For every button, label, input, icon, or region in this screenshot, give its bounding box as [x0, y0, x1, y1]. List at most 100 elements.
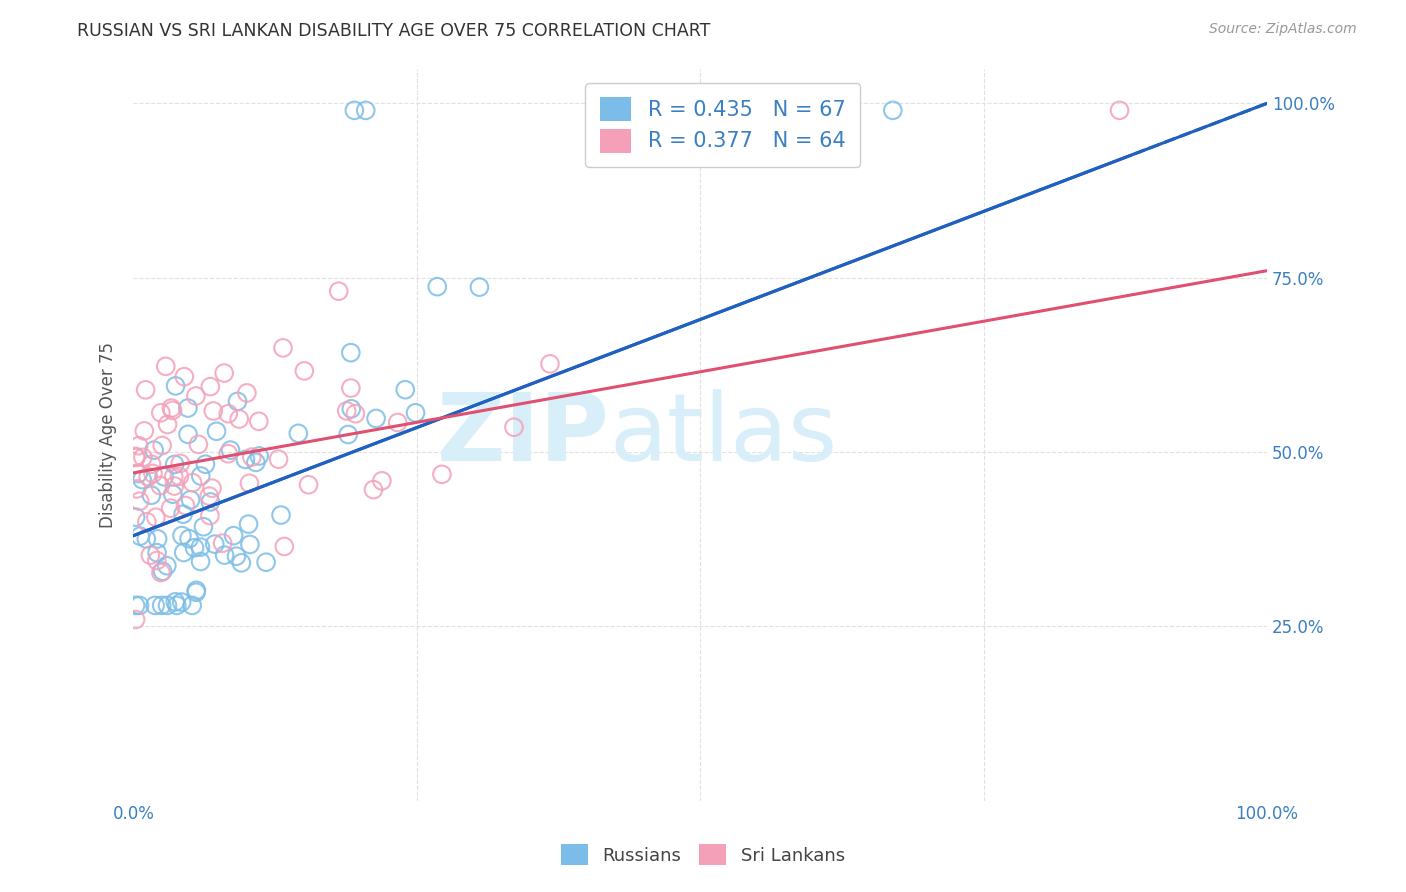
Point	[143, 599, 166, 613]
Point	[336, 404, 359, 418]
Point	[142, 467, 165, 481]
Point	[143, 443, 166, 458]
Point	[132, 450, 155, 465]
Point	[183, 541, 205, 555]
Point	[297, 477, 319, 491]
Point	[170, 528, 193, 542]
Point	[169, 469, 191, 483]
Point	[394, 383, 416, 397]
Point	[186, 583, 208, 598]
Point	[128, 599, 150, 613]
Point	[371, 474, 394, 488]
Point	[149, 478, 172, 492]
Point	[165, 595, 187, 609]
Point	[287, 426, 309, 441]
Point	[238, 476, 260, 491]
Point	[180, 492, 202, 507]
Point	[200, 495, 222, 509]
Point	[217, 447, 239, 461]
Point	[163, 479, 186, 493]
Point	[228, 412, 250, 426]
Point	[136, 469, 159, 483]
Point	[172, 507, 194, 521]
Point	[184, 389, 207, 403]
Point	[128, 494, 150, 508]
Point	[163, 458, 186, 472]
Point	[153, 470, 176, 484]
Point	[343, 103, 366, 118]
Point	[181, 599, 204, 613]
Point	[426, 279, 449, 293]
Point	[190, 469, 212, 483]
Point	[156, 599, 179, 613]
Point	[405, 406, 427, 420]
Point	[186, 585, 208, 599]
Point	[387, 416, 409, 430]
Point	[170, 595, 193, 609]
Point	[141, 488, 163, 502]
Point	[328, 284, 350, 298]
Point	[247, 449, 270, 463]
Point	[225, 549, 247, 564]
Point	[139, 548, 162, 562]
Point	[149, 406, 172, 420]
Point	[187, 437, 209, 451]
Point	[190, 554, 212, 568]
Point	[155, 359, 177, 374]
Point	[340, 381, 363, 395]
Point	[1108, 103, 1130, 118]
Point	[340, 401, 363, 416]
Point	[125, 450, 148, 465]
Point	[211, 536, 233, 550]
Point	[363, 483, 385, 497]
Point	[124, 599, 146, 613]
Text: ZIP: ZIP	[436, 389, 609, 481]
Point	[159, 501, 181, 516]
Point	[124, 612, 146, 626]
Point	[177, 427, 200, 442]
Point	[160, 401, 183, 415]
Point	[882, 103, 904, 118]
Text: RUSSIAN VS SRI LANKAN DISABILITY AGE OVER 75 CORRELATION CHART: RUSSIAN VS SRI LANKAN DISABILITY AGE OVE…	[77, 22, 710, 40]
Point	[156, 417, 179, 432]
Point	[204, 537, 226, 551]
Point	[165, 379, 187, 393]
Point	[212, 366, 235, 380]
Point	[430, 467, 453, 482]
Point	[146, 553, 169, 567]
Point	[270, 508, 292, 522]
Point	[156, 558, 179, 573]
Point	[267, 452, 290, 467]
Point	[169, 456, 191, 470]
Point	[146, 546, 169, 560]
Point	[150, 599, 173, 613]
Point	[239, 537, 262, 551]
Point	[214, 548, 236, 562]
Point	[337, 427, 360, 442]
Point	[226, 394, 249, 409]
Point	[173, 545, 195, 559]
Point	[193, 520, 215, 534]
Point	[503, 420, 526, 434]
Point	[231, 556, 253, 570]
Point	[152, 564, 174, 578]
Point	[219, 443, 242, 458]
Point	[238, 517, 260, 532]
Point	[194, 457, 217, 471]
Point	[163, 470, 186, 484]
Legend: Russians, Sri Lankans: Russians, Sri Lankans	[554, 837, 852, 872]
Point	[146, 532, 169, 546]
Point	[364, 411, 387, 425]
Point	[135, 532, 157, 546]
Point	[198, 489, 221, 503]
Point	[200, 379, 222, 393]
Point	[149, 566, 172, 580]
Point	[134, 424, 156, 438]
Point	[222, 529, 245, 543]
Point	[468, 280, 491, 294]
Point	[124, 450, 146, 464]
Point	[202, 404, 225, 418]
Point	[205, 425, 228, 439]
Point	[273, 540, 295, 554]
Text: atlas: atlas	[609, 389, 838, 481]
